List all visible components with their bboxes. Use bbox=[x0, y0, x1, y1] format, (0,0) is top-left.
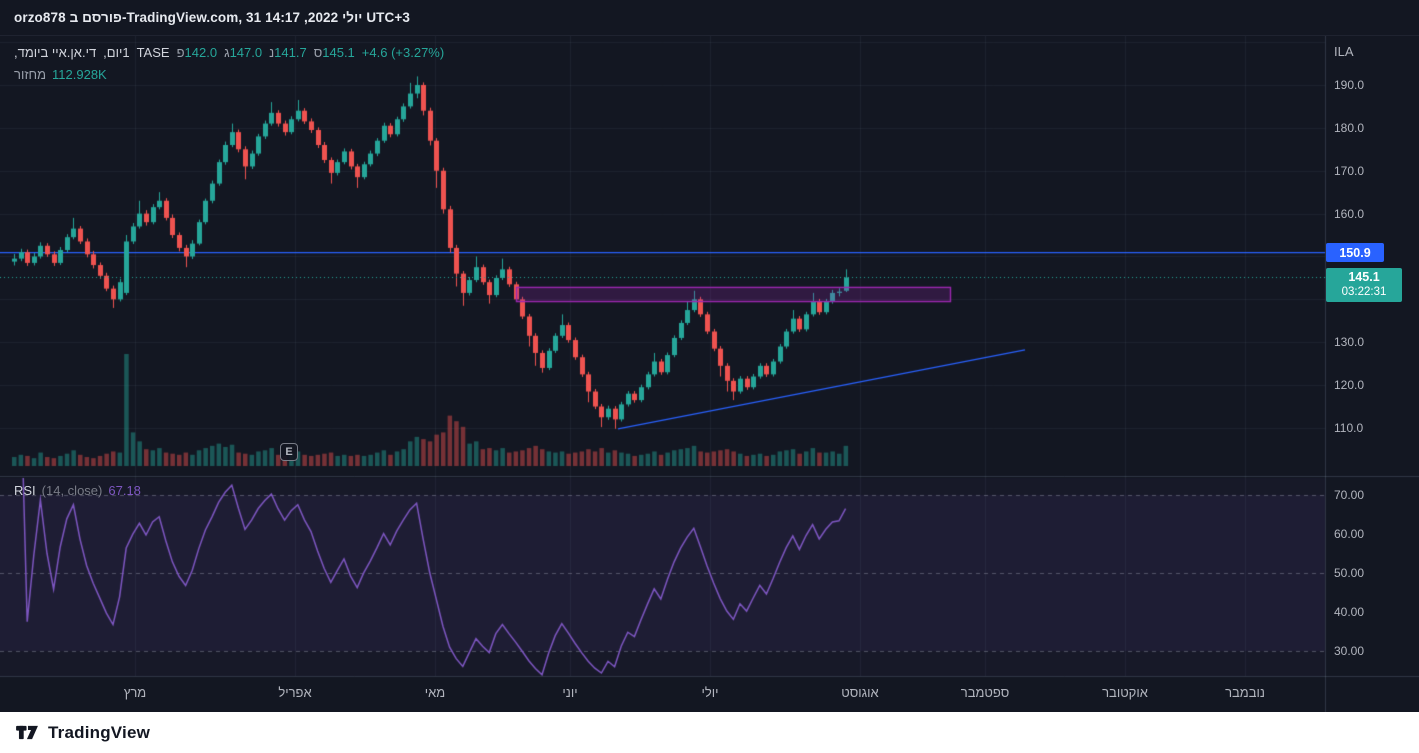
close-value: 145.1 bbox=[322, 45, 355, 60]
tradingview-logo-icon[interactable] bbox=[16, 723, 39, 742]
rsi-params: (14, close) bbox=[41, 483, 103, 498]
open-value: 142.0 bbox=[184, 45, 218, 60]
price-tick-label: 110.0 bbox=[1334, 420, 1364, 435]
ohlc-close: ס 145.1 bbox=[314, 45, 355, 60]
ohlc-high: ג 147.0 bbox=[224, 45, 262, 60]
rsi-tick-label: 60.00 bbox=[1334, 527, 1365, 541]
time-tick-label: ספטמבר bbox=[960, 685, 1010, 700]
symbol-legend: די.אן.איי ביומד, 1יום, TASE פ 142.0 ג 147.… bbox=[14, 45, 444, 60]
volume-label: מחזור bbox=[14, 67, 47, 82]
symbol-name[interactable]: די.אן.איי ביומד, bbox=[14, 45, 97, 60]
rsi-legend: RSI (14, close) 67.18 bbox=[14, 483, 141, 498]
earnings-marker-letter: E bbox=[285, 446, 293, 458]
close-label: ס bbox=[313, 45, 323, 60]
time-tick-label: אוגוסט bbox=[841, 685, 879, 700]
rsi-value: 67.18 bbox=[108, 483, 141, 498]
price-tick-label: 190.0 bbox=[1334, 77, 1365, 92]
price-tick-label: 180.0 bbox=[1334, 120, 1365, 135]
low-label: נ bbox=[269, 45, 275, 60]
volume-value: 112.928K bbox=[52, 67, 107, 82]
axis-currency-label: ILA bbox=[1334, 44, 1354, 59]
symbol-exchange: TASE bbox=[136, 45, 170, 60]
earnings-marker[interactable]: E bbox=[280, 443, 298, 461]
footer: TradingView bbox=[0, 712, 1419, 753]
symbol-interval: 1יום, bbox=[103, 45, 130, 60]
price-tick-label: 130.0 bbox=[1334, 335, 1365, 350]
ohlc-low: נ 141.7 bbox=[269, 45, 307, 60]
price-tick-label: 120.0 bbox=[1334, 378, 1365, 393]
top-bar: orzo878 פורסם ב-TradingView.com, 31 יולי… bbox=[0, 0, 1419, 36]
time-tick-label: אוקטובר bbox=[1102, 685, 1148, 700]
rsi-tick-label: 70.00 bbox=[1334, 488, 1365, 502]
price-tick-label: 160.0 bbox=[1334, 206, 1365, 221]
open-label: פ bbox=[176, 45, 185, 60]
low-value: 141.7 bbox=[274, 45, 307, 60]
tradingview-wordmark[interactable]: TradingView bbox=[48, 722, 151, 742]
last-price-badge: 145.1 03:22:31 bbox=[1326, 268, 1402, 302]
change-value: +4.6 (+3.27%) bbox=[361, 45, 445, 60]
published-byline: orzo878 פורסם ב-TradingView.com, 31 יולי… bbox=[14, 10, 410, 25]
rsi-tick-label: 40.00 bbox=[1334, 605, 1365, 619]
high-label: ג bbox=[224, 45, 230, 60]
time-tick-label: יוני bbox=[562, 685, 578, 700]
time-tick-label: אפריל bbox=[278, 685, 312, 700]
hline-price-badge: 150.9 bbox=[1326, 243, 1384, 262]
rsi-title[interactable]: RSI bbox=[14, 483, 36, 498]
rsi-tick-label: 30.00 bbox=[1334, 644, 1365, 658]
high-value: 147.0 bbox=[229, 45, 263, 60]
time-axis[interactable]: מרץ אפריל מאי יוני יולי אוגוסט ספטמבר אוקטובר נו… bbox=[0, 676, 1325, 712]
bar-countdown: 03:22:31 bbox=[1341, 286, 1387, 298]
volume-legend: מחזור 112.928K bbox=[14, 67, 107, 82]
price-tick-label: 170.0 bbox=[1334, 163, 1365, 178]
last-price-value: 145.1 bbox=[1348, 270, 1380, 284]
time-tick-label: מאי bbox=[424, 685, 446, 700]
time-tick-label: נובמבר bbox=[1225, 685, 1265, 700]
time-tick-label: יולי bbox=[701, 685, 719, 700]
time-tick-label: מרץ bbox=[123, 685, 147, 700]
rsi-tick-label: 50.00 bbox=[1334, 566, 1365, 580]
ohlc-open: פ 142.0 bbox=[177, 45, 217, 60]
price-axis[interactable]: ILA 150.9 145.1 03:22:31 190.0 180.0 170.0… bbox=[1325, 36, 1419, 712]
